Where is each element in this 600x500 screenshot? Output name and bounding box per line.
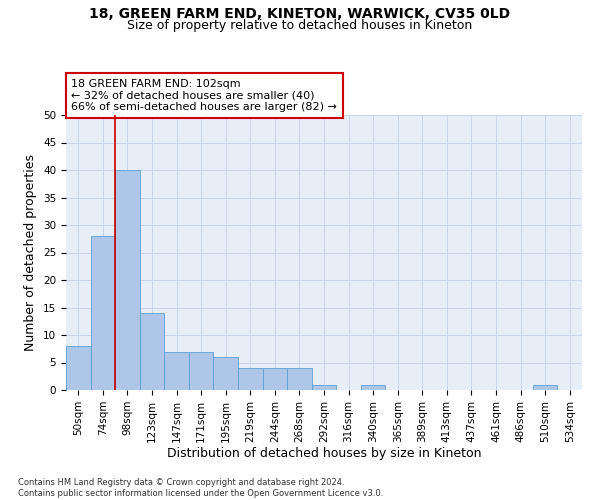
- Bar: [115, 170, 140, 390]
- Bar: [66, 346, 91, 390]
- Bar: [263, 368, 287, 390]
- Bar: [361, 384, 385, 390]
- Bar: [189, 352, 214, 390]
- Text: Contains HM Land Registry data © Crown copyright and database right 2024.
Contai: Contains HM Land Registry data © Crown c…: [18, 478, 383, 498]
- Text: 18, GREEN FARM END, KINETON, WARWICK, CV35 0LD: 18, GREEN FARM END, KINETON, WARWICK, CV…: [89, 8, 511, 22]
- Bar: [140, 313, 164, 390]
- Bar: [91, 236, 115, 390]
- Y-axis label: Number of detached properties: Number of detached properties: [25, 154, 37, 351]
- Bar: [312, 384, 336, 390]
- Bar: [287, 368, 312, 390]
- Bar: [164, 352, 189, 390]
- Bar: [533, 384, 557, 390]
- X-axis label: Distribution of detached houses by size in Kineton: Distribution of detached houses by size …: [167, 448, 481, 460]
- Bar: [238, 368, 263, 390]
- Bar: [214, 357, 238, 390]
- Text: 18 GREEN FARM END: 102sqm
← 32% of detached houses are smaller (40)
66% of semi-: 18 GREEN FARM END: 102sqm ← 32% of detac…: [71, 79, 337, 112]
- Text: Size of property relative to detached houses in Kineton: Size of property relative to detached ho…: [127, 18, 473, 32]
